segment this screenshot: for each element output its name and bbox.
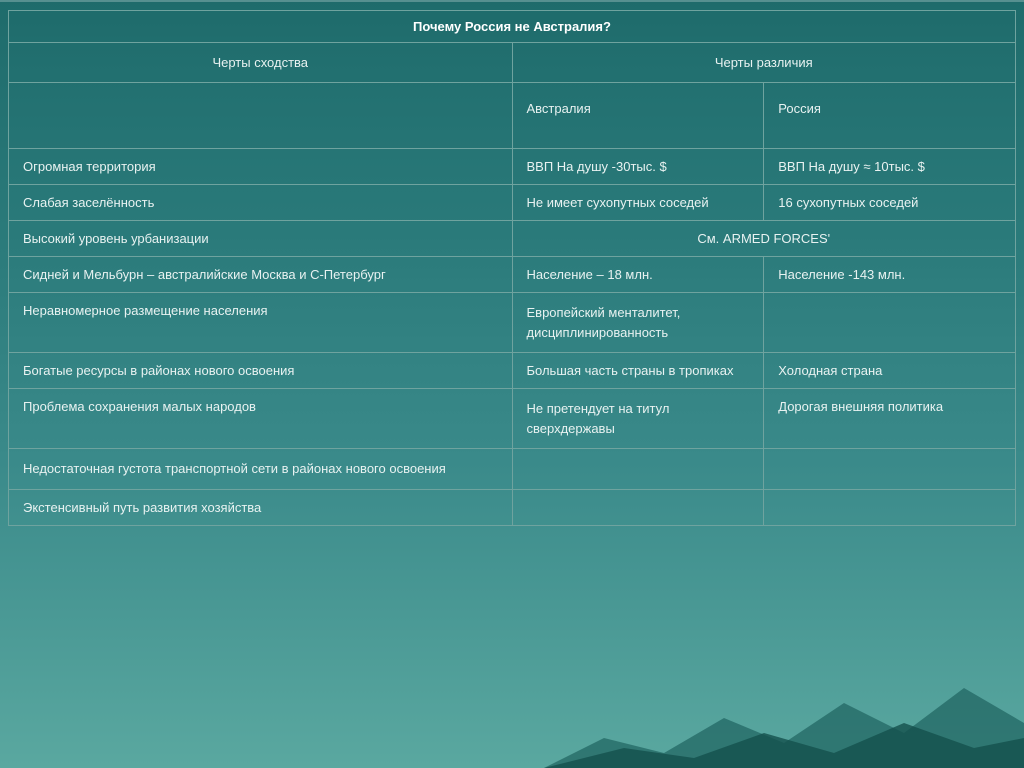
table-row: Слабая заселённость Не имеет сухопутных … [9, 185, 1016, 221]
cell-similarity: Проблема сохранения малых народов [9, 389, 513, 449]
cell-similarity: Слабая заселённость [9, 185, 513, 221]
cell-russia: Дорогая внешняя политика [764, 389, 1016, 449]
table-row: Проблема сохранения малых народов Не пре… [9, 389, 1016, 449]
cell-russia: Население -143 млн. [764, 257, 1016, 293]
cell-russia: 16 сухопутных соседей [764, 185, 1016, 221]
cell-australia: Большая часть страны в тропиках [512, 353, 764, 389]
cell-australia [512, 449, 764, 490]
table-header-row: Черты сходства Черты различия [9, 43, 1016, 83]
cell-similarity: Неравномерное размещение населения [9, 293, 513, 353]
cell-australia: Не претендует на титул сверхдержавы [512, 389, 764, 449]
table-row: Неравномерное размещение населения Европ… [9, 293, 1016, 353]
header-similarity: Черты сходства [9, 43, 513, 83]
cell-russia: ВВП На душу ≈ 10тыс. $ [764, 149, 1016, 185]
cell-russia [764, 293, 1016, 353]
header-difference: Черты различия [512, 43, 1016, 83]
table-row: Недостаточная густота транспортной сети … [9, 449, 1016, 490]
cell-similarity: Высокий уровень урбанизации [9, 221, 513, 257]
cell-australia: Не имеет сухопутных соседей [512, 185, 764, 221]
cell-australia [512, 489, 764, 525]
cell-russia [764, 449, 1016, 490]
comparison-table: Почему Россия не Австралия? Черты сходст… [8, 10, 1016, 526]
table-title: Почему Россия не Австралия? [9, 11, 1016, 43]
table-row: Сидней и Мельбурн – австралийские Москва… [9, 257, 1016, 293]
table-row: Экстенсивный путь развития хозяйства [9, 489, 1016, 525]
table-subheader-row: Австралия Россия [9, 83, 1016, 149]
cell-similarity: Сидней и Мельбурн – австралийские Москва… [9, 257, 513, 293]
cell-australia: ВВП На душу -30тыс. $ [512, 149, 764, 185]
mountains-decoration [544, 648, 1024, 768]
cell-similarity: Недостаточная густота транспортной сети … [9, 449, 513, 490]
cell-similarity: Экстенсивный путь развития хозяйства [9, 489, 513, 525]
table-row: Высокий уровень урбанизации См. ARMED FO… [9, 221, 1016, 257]
subheader-empty [9, 83, 513, 149]
table-title-row: Почему Россия не Австралия? [9, 11, 1016, 43]
cell-russia [764, 489, 1016, 525]
cell-merged: См. ARMED FORCES' [512, 221, 1016, 257]
cell-russia: Холодная страна [764, 353, 1016, 389]
subheader-russia: Россия [764, 83, 1016, 149]
cell-similarity: Огромная территория [9, 149, 513, 185]
cell-australia: Европейский менталитет, дисциплинированн… [512, 293, 764, 353]
table-row: Богатые ресурсы в районах нового освоени… [9, 353, 1016, 389]
comparison-table-wrapper: Почему Россия не Австралия? Черты сходст… [0, 0, 1024, 526]
cell-australia: Население – 18 млн. [512, 257, 764, 293]
cell-similarity: Богатые ресурсы в районах нового освоени… [9, 353, 513, 389]
subheader-australia: Австралия [512, 83, 764, 149]
table-row: Огромная территория ВВП На душу -30тыс. … [9, 149, 1016, 185]
